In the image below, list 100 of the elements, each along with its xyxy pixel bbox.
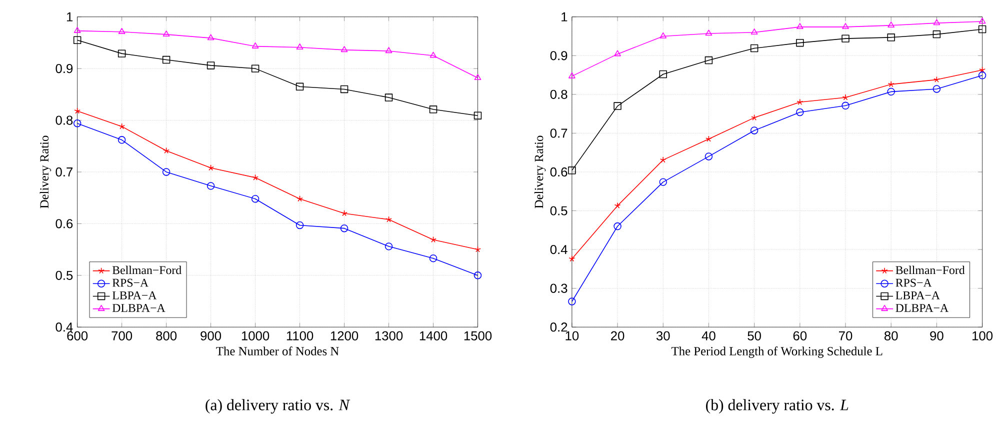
point [568, 166, 576, 174]
point [796, 98, 804, 105]
point [978, 18, 986, 24]
point [978, 25, 986, 34]
point [705, 30, 712, 36]
point [430, 52, 437, 58]
legend-label: Bellman−Ford [112, 266, 182, 274]
legend-label: RPS−A [112, 278, 148, 287]
y-tick-label: 0.6 [56, 219, 73, 228]
point [704, 152, 713, 160]
point [659, 178, 667, 186]
x-tick-label: 600 [67, 331, 88, 340]
x-axis-title: The Number of Nodes N [216, 346, 339, 356]
point [386, 216, 392, 222]
x-tick-label: 900 [200, 331, 222, 340]
x-tick-label: 60 [793, 331, 807, 340]
y-tick-label: 0.7 [56, 167, 73, 176]
point [660, 156, 666, 163]
point [118, 123, 126, 130]
point [162, 30, 170, 36]
point [206, 62, 215, 70]
y-tick-label: 0.9 [56, 64, 73, 74]
point [750, 28, 758, 34]
point [474, 112, 482, 120]
point [704, 56, 713, 64]
y-tick-label: 0.8 [56, 116, 73, 125]
point [252, 174, 259, 180]
point [750, 44, 758, 52]
point [750, 126, 758, 134]
point [162, 56, 170, 64]
legend-label: RPS−A [896, 278, 932, 287]
x-tick-label: 40 [702, 331, 716, 340]
point [118, 50, 126, 58]
point [118, 136, 126, 144]
x-tick-label: 20 [611, 331, 624, 340]
point [384, 94, 393, 102]
y-tick-label: 0.2 [550, 322, 568, 332]
y-axis-title: Delivery Ratio [40, 136, 52, 208]
point [340, 224, 348, 232]
point [614, 222, 622, 230]
point [208, 164, 214, 171]
y-tick-label: 1 [562, 12, 568, 22]
point [206, 182, 215, 190]
x-tick-label: 1200 [330, 331, 358, 340]
point [252, 42, 259, 48]
legend-label: LBPA−A [112, 291, 157, 300]
point [73, 119, 82, 128]
y-tick-label: 0.5 [56, 270, 73, 280]
point [660, 32, 667, 38]
point [842, 102, 850, 110]
point [614, 50, 621, 56]
x-tick-label: 700 [112, 331, 132, 340]
point [888, 21, 895, 28]
x-tick-label: 1500 [464, 331, 492, 340]
point [614, 202, 621, 208]
x-tick-label: 100 [972, 331, 993, 340]
x-tick-label: 70 [839, 331, 852, 340]
y-tick-label: 0.3 [550, 284, 568, 293]
x-tick-label: 1400 [420, 331, 448, 340]
x-tick-label: 1100 [286, 331, 314, 340]
point [796, 38, 804, 47]
point [474, 74, 482, 80]
point [474, 271, 482, 280]
point [340, 46, 348, 52]
point [888, 80, 894, 88]
y-tick-label: 0.8 [550, 90, 568, 99]
x-tick-label: 90 [930, 331, 944, 340]
point [73, 36, 82, 44]
point [251, 64, 260, 72]
y-axis-title: Delivery Ratio [534, 136, 546, 208]
point [430, 236, 436, 242]
point [296, 82, 304, 90]
x-tick-label: 1000 [242, 331, 270, 340]
point [251, 194, 260, 203]
point [384, 242, 393, 250]
text: (b) delivery ratio vs. L [706, 399, 848, 414]
point [207, 34, 214, 40]
point [340, 85, 348, 94]
legend-label: Bellman−Ford [896, 266, 965, 274]
legend-label: LBPA−A [896, 291, 940, 300]
point [74, 26, 81, 33]
x-tick-label: 800 [156, 331, 177, 340]
point [296, 221, 304, 230]
point [614, 102, 622, 110]
point [162, 168, 170, 176]
x-tick-label: 10 [566, 331, 579, 340]
point [842, 94, 849, 100]
point [978, 71, 986, 80]
y-tick-label: 0.7 [550, 128, 568, 138]
y-tick-label: 0.4 [56, 322, 73, 332]
point [429, 254, 438, 262]
point [933, 19, 940, 26]
y-tick-label: 1 [66, 12, 73, 22]
point [568, 72, 576, 78]
point [659, 70, 667, 78]
text: (a) delivery ratio vs. N [206, 399, 350, 414]
point [296, 43, 304, 50]
point [705, 136, 712, 142]
legend-label: DLBPA−A [112, 304, 166, 312]
y-tick-label: 0.4 [550, 244, 568, 254]
